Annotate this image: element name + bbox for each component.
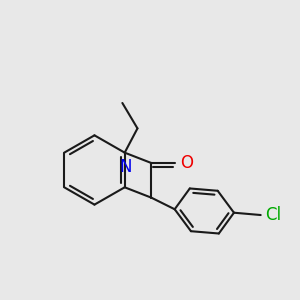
Text: N: N — [120, 158, 132, 176]
Text: O: O — [180, 154, 193, 172]
Text: Cl: Cl — [265, 206, 281, 224]
